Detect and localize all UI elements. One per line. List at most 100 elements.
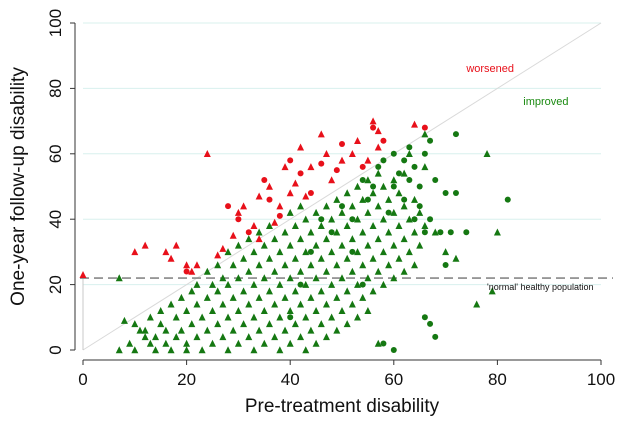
data-point-improved — [416, 241, 424, 249]
data-point-improved — [307, 326, 315, 334]
data-point-improved — [411, 195, 419, 203]
data-point-improved — [488, 287, 496, 295]
data-point-improved — [385, 261, 393, 269]
data-point-improved — [198, 346, 206, 354]
grid-layer — [83, 22, 601, 286]
data-point-worsened — [214, 251, 222, 259]
data-point-improved — [421, 130, 429, 138]
data-point-improved — [297, 202, 305, 210]
data-point-improved — [203, 267, 211, 275]
data-point-improved — [343, 320, 351, 328]
data-point-improved — [390, 241, 398, 249]
data-point-improved — [297, 235, 305, 243]
data-point-worsened — [297, 143, 305, 151]
data-point-improved — [364, 274, 372, 282]
data-point-improved — [364, 241, 372, 249]
axes: 0 20 40 60 80 100 0 20 40 60 80 100 — [46, 9, 615, 389]
data-point-worsened — [348, 150, 356, 158]
data-point-improved — [152, 333, 160, 341]
data-point-worsened — [421, 124, 428, 131]
data-point-improved — [442, 261, 449, 268]
data-point-improved — [183, 346, 191, 354]
data-point-improved — [245, 300, 253, 308]
data-point-improved — [374, 339, 382, 347]
data-point-improved — [328, 215, 336, 223]
data-point-improved — [297, 333, 305, 341]
data-point-improved — [281, 293, 289, 301]
data-point-improved — [463, 229, 470, 236]
data-point-worsened — [339, 140, 345, 147]
data-point-improved — [354, 215, 362, 223]
data-point-improved — [260, 339, 268, 347]
data-point-improved — [157, 320, 165, 328]
data-point-improved — [333, 195, 341, 203]
data-point-improved — [318, 216, 325, 223]
data-point-improved — [297, 300, 305, 308]
data-point-improved — [297, 281, 304, 288]
data-point-improved — [452, 131, 459, 138]
data-point-improved — [411, 163, 418, 170]
data-point-improved — [302, 313, 310, 321]
data-point-improved — [364, 208, 372, 216]
data-point-improved — [276, 346, 284, 354]
data-point-improved — [379, 182, 387, 190]
data-point-improved — [183, 307, 191, 315]
data-point-improved — [302, 346, 310, 354]
data-point-improved — [359, 176, 366, 183]
data-point-worsened — [276, 202, 284, 210]
data-point-improved — [416, 208, 424, 216]
data-point-improved — [328, 229, 335, 236]
data-point-improved — [437, 229, 444, 236]
data-point-worsened — [255, 192, 263, 200]
data-point-improved — [354, 248, 362, 256]
data-point-improved — [183, 339, 191, 347]
data-point-improved — [271, 267, 279, 275]
data-point-improved — [167, 346, 175, 354]
data-point-improved — [302, 215, 310, 223]
annotation-worsened: worsened — [465, 63, 514, 75]
data-point-improved — [234, 307, 242, 315]
data-point-worsened — [281, 163, 289, 171]
data-point-worsened — [276, 212, 283, 219]
data-point-improved — [333, 261, 341, 269]
data-point-improved — [146, 339, 154, 347]
data-point-improved — [452, 190, 459, 197]
data-point-worsened — [162, 248, 170, 256]
data-point-improved — [348, 235, 356, 243]
data-point-improved — [338, 208, 346, 216]
data-point-improved — [260, 241, 268, 249]
data-point-improved — [271, 235, 279, 243]
data-point-improved — [328, 313, 336, 321]
data-point-worsened — [307, 190, 314, 197]
data-point-improved — [390, 183, 397, 190]
data-point-improved — [348, 202, 356, 210]
data-point-improved — [333, 228, 341, 236]
data-point-worsened — [297, 170, 304, 177]
data-point-improved — [390, 176, 398, 184]
data-point-improved — [198, 313, 206, 321]
data-point-improved — [255, 261, 263, 269]
data-point-improved — [291, 254, 299, 262]
data-point-improved — [312, 307, 320, 315]
data-point-improved — [177, 326, 185, 334]
data-point-improved — [374, 202, 382, 210]
data-point-improved — [115, 346, 123, 354]
data-point-improved — [400, 169, 408, 177]
data-point-improved — [193, 333, 201, 341]
data-point-improved — [136, 326, 144, 334]
data-point-improved — [452, 254, 460, 262]
data-point-improved — [395, 170, 402, 177]
x-axis-title: Pre-treatment disability — [245, 396, 440, 417]
data-point-improved — [229, 326, 237, 334]
data-point-worsened — [183, 268, 190, 275]
data-point-improved — [427, 216, 434, 223]
data-point-improved — [265, 287, 273, 295]
data-point-improved — [240, 254, 248, 262]
data-point-improved — [193, 300, 201, 308]
data-point-worsened — [322, 150, 330, 158]
x-tick-label: 20 — [177, 370, 196, 389]
data-point-worsened — [411, 120, 419, 128]
data-point-worsened — [167, 254, 175, 262]
data-point-improved — [400, 202, 408, 210]
